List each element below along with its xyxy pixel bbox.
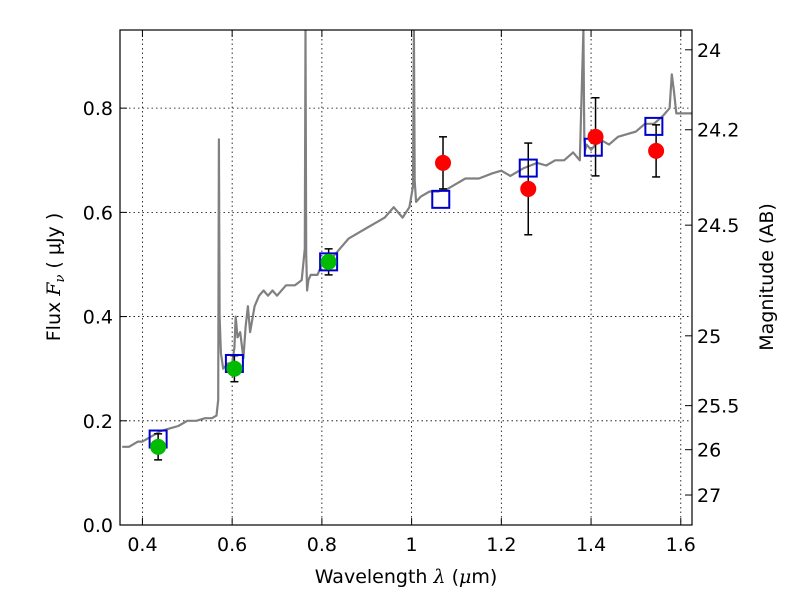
x-tick-label: 0.6	[217, 534, 247, 556]
y-axis-label: Flux Fν ( μJy )	[43, 213, 68, 342]
x-tick-label: 1.2	[486, 534, 516, 556]
y2-tick-label: 24.5	[697, 215, 739, 237]
nir-point-marker	[587, 128, 604, 145]
y2-tick-label: 24.2	[697, 120, 739, 142]
x-tick-label: 0.4	[127, 534, 157, 556]
nir-point-marker	[435, 154, 452, 171]
model-photometry-square	[644, 116, 664, 136]
plot-frame	[119, 29, 693, 526]
model-photometry-square	[431, 189, 451, 209]
x-tick-label: 1.6	[666, 534, 696, 556]
model-photometry-square	[319, 252, 339, 272]
x-tick-label: 1	[406, 534, 418, 556]
model-photometry-square	[518, 158, 538, 178]
y-tick-label: 0.6	[83, 202, 113, 224]
y2-tick-label: 26	[697, 440, 721, 462]
y2-tick-label: 24	[697, 40, 721, 62]
nir-point-marker	[648, 142, 665, 159]
axis-ticks: 0.4 0.6 0.8 1 1.2 1.4 1.6 0.0 0.2 0.4 0.6 0.8 24 24.2…	[83, 30, 739, 556]
y-tick-label: 0.0	[83, 515, 113, 537]
plot-series	[122, 30, 692, 461]
grid-lines	[120, 30, 692, 525]
optical-point-marker	[150, 438, 167, 455]
y2-tick-label: 25.5	[697, 396, 739, 418]
y2-tick-label: 27	[697, 485, 721, 507]
x-tick-label: 0.8	[307, 534, 337, 556]
y-tick-label: 0.4	[83, 307, 113, 329]
y2-axis-label: Magnitude (AB)	[756, 203, 778, 351]
model-spectrum-line	[122, 30, 692, 448]
optical-point-marker	[320, 253, 337, 270]
optical-point-marker	[226, 360, 243, 377]
nir-point-marker	[520, 180, 537, 197]
x-tick-label: 1.4	[576, 534, 606, 556]
y-tick-label: 0.8	[83, 98, 113, 120]
y2-tick-label: 25	[697, 326, 721, 348]
y-tick-label: 0.2	[83, 411, 113, 433]
x-axis-label: Wavelength λ (μm)	[315, 566, 498, 588]
